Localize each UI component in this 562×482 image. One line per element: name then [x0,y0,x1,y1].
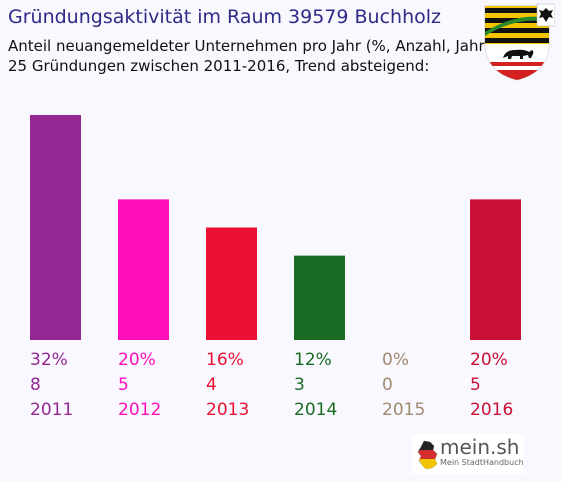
count-label-2013: 4 [206,375,217,395]
coat-of-arms-icon [484,3,555,81]
year-label-2016: 2016 [470,400,513,420]
year-label-2013: 2013 [206,400,249,420]
bar-2014 [294,255,345,340]
count-label-2016: 5 [470,375,481,395]
bar-2013 [206,227,257,340]
percent-label-2016: 20% [470,350,508,370]
count-label-2015: 0 [382,375,393,395]
chart-title: Gründungsaktivität im Raum 39579 Buchhol… [8,6,442,28]
logo-name: mein.sh [440,435,520,459]
count-label-2014: 3 [294,375,305,395]
count-label-2011: 8 [30,375,41,395]
logo-tagline: Mein StadtHandbuch [440,458,524,467]
year-label-2012: 2012 [118,400,161,420]
percent-label-2013: 16% [206,350,244,370]
year-label-2011: 2011 [30,400,73,420]
percent-label-2011: 32% [30,350,68,370]
percent-label-2015: 0% [382,350,409,370]
chart-subtitle-line1: Anteil neuangemeldeter Unternehmen pro J… [8,37,491,55]
brand-logo[interactable]: mein.sh Mein StadtHandbuch [412,434,524,474]
bar-2016 [470,199,521,340]
chart-subtitle-line2: 25 Gründungen zwischen 2011-2016, Trend … [8,57,430,75]
bar-2012 [118,199,169,340]
germany-map-icon [417,440,438,470]
percent-label-2012: 20% [118,350,156,370]
year-label-2015: 2015 [382,400,425,420]
bar-2011 [30,115,81,340]
count-label-2012: 5 [118,375,129,395]
year-label-2014: 2014 [294,400,337,420]
percent-label-2014: 12% [294,350,332,370]
